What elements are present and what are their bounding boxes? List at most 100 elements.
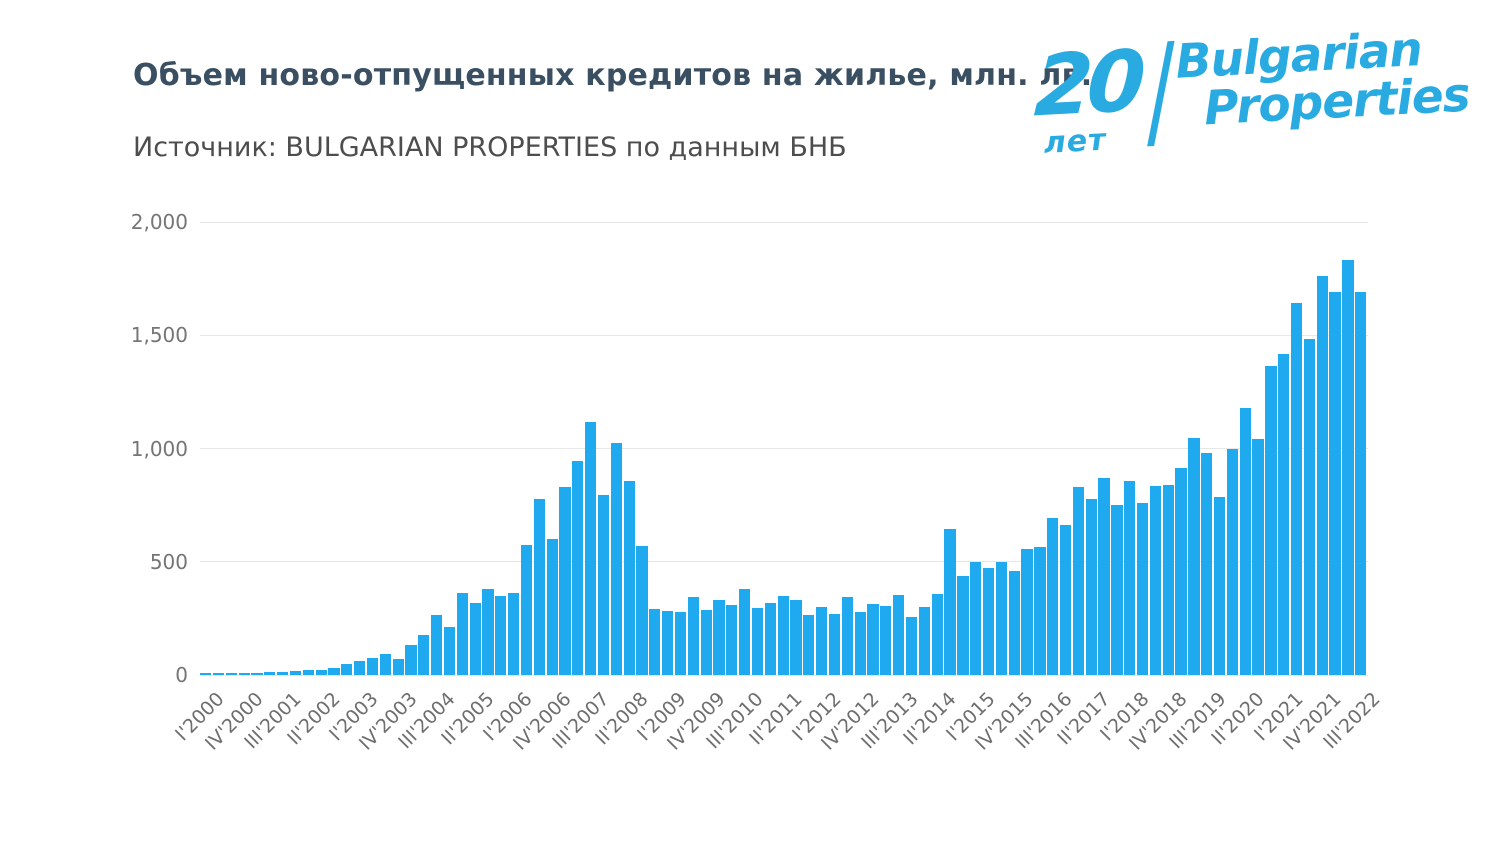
bar-III'2001[interactable] [277,672,289,675]
bar-I'2009[interactable] [662,611,674,675]
bar-III'2019[interactable] [1201,453,1213,675]
bar-III'2007[interactable] [585,422,597,675]
bar-II'2015[interactable] [982,568,995,675]
bar-IV'2007[interactable] [597,495,610,675]
bar-I'2016[interactable] [1021,549,1033,675]
bar-I'2019[interactable] [1175,468,1187,675]
bar-I'2003[interactable] [354,661,366,675]
bar-II'2007[interactable] [572,461,584,675]
chart-source-subtitle: Источник: BULGARIAN PROPERTIES по данным… [133,132,847,163]
bar-IV'2006[interactable] [546,539,558,675]
bar-I'2007[interactable] [559,487,571,675]
bar-I'2004[interactable] [405,645,417,675]
bar-II'2001[interactable] [264,672,276,675]
bar-I'2022[interactable] [1329,292,1341,675]
bar-III'2002[interactable] [328,668,340,675]
bar-III'2022[interactable] [1355,292,1367,675]
bar-III'2016[interactable] [1047,518,1059,675]
bar-IV'2013[interactable] [905,617,918,675]
bar-I'2002[interactable] [302,670,314,675]
bar-III'2018[interactable] [1149,486,1162,675]
bar-I'2006[interactable] [508,593,520,675]
bar-II'2012[interactable] [828,614,841,675]
bar-IV'2009[interactable] [700,610,712,675]
bar-II'2010[interactable] [726,605,738,675]
bar-II'2006[interactable] [520,545,533,675]
gridline-500 [200,561,1368,563]
bar-IV'2004[interactable] [443,627,456,675]
y-axis-label-1,000: 1,000 [130,436,188,461]
bar-IV'2001[interactable] [289,671,302,675]
bar-I'2018[interactable] [1124,481,1136,675]
bar-III'2013[interactable] [893,595,905,675]
bar-III'2003[interactable] [379,654,391,675]
bar-IV'2011[interactable] [803,615,815,675]
bar-IV'2012[interactable] [854,612,866,675]
bar-I'2014[interactable] [918,607,930,675]
bar-IV'2019[interactable] [1213,497,1226,675]
bar-III'2011[interactable] [790,600,802,675]
bar-I'2017[interactable] [1072,487,1085,675]
gridline-1,500 [200,334,1368,336]
bar-IV'2017[interactable] [1111,505,1123,675]
bar-I'2011[interactable] [764,603,776,675]
bar-II'2020[interactable] [1239,408,1251,675]
bar-III'2008[interactable] [636,546,648,675]
bar-IV'2010[interactable] [751,608,764,675]
bar-III'2015[interactable] [995,562,1007,675]
logo-divider [1147,40,1175,147]
bar-II'2016[interactable] [1034,547,1046,675]
bar-III'2006[interactable] [533,499,545,675]
bar-IV'2014[interactable] [957,576,969,675]
bar-II'2022[interactable] [1342,260,1354,675]
bar-II'2009[interactable] [674,612,687,675]
bar-II'2014[interactable] [931,594,943,675]
bar-II'2004[interactable] [418,635,430,675]
bar-I'2012[interactable] [816,607,828,675]
bar-IV'2008[interactable] [649,609,661,675]
bar-III'2012[interactable] [841,597,853,675]
bar-IV'2000[interactable] [238,673,250,675]
bar-II'2002[interactable] [315,670,327,675]
bar-II'2013[interactable] [880,606,892,675]
bar-II'2003[interactable] [366,658,379,675]
bar-III'2010[interactable] [739,589,751,675]
bar-I'2000[interactable] [200,673,212,675]
bar-IV'2020[interactable] [1265,366,1277,675]
bar-IV'2021[interactable] [1316,276,1328,675]
bar-I'2013[interactable] [867,604,879,675]
logo-years-label: лет [1042,122,1108,161]
bar-I'2005[interactable] [456,593,468,675]
bar-II'2005[interactable] [469,603,481,675]
bar-III'2005[interactable] [482,589,494,675]
bar-II'2021[interactable] [1290,303,1303,675]
bar-I'2008[interactable] [610,443,622,675]
y-axis-label-500: 500 [149,549,188,574]
bar-III'2004[interactable] [431,615,443,675]
bar-II'2017[interactable] [1085,499,1097,675]
bar-II'2011[interactable] [777,596,789,675]
bar-IV'2018[interactable] [1162,485,1174,675]
bar-III'2014[interactable] [944,529,956,675]
page-title: Объем ново-отпущенных кредитов на жилье,… [133,58,1093,93]
bar-IV'2003[interactable] [392,659,404,675]
bar-II'2008[interactable] [623,481,635,675]
bar-III'2009[interactable] [687,597,699,675]
bar-I'2001[interactable] [251,673,263,675]
bar-IV'2005[interactable] [495,596,507,675]
bar-III'2000[interactable] [225,673,237,675]
bar-II'2019[interactable] [1188,438,1200,675]
gridline-2,000 [200,221,1368,223]
bar-II'2018[interactable] [1136,503,1149,675]
bar-III'2020[interactable] [1252,439,1264,675]
bar-IV'2015[interactable] [1008,571,1020,675]
bar-IV'2016[interactable] [1059,525,1072,675]
bar-I'2010[interactable] [713,600,725,675]
bar-I'2020[interactable] [1226,449,1239,675]
bar-IV'2002[interactable] [341,664,353,675]
bar-II'2000[interactable] [212,673,225,675]
bar-III'2017[interactable] [1098,478,1110,675]
bar-III'2021[interactable] [1303,339,1316,675]
bar-I'2021[interactable] [1278,354,1290,675]
bar-I'2015[interactable] [970,562,982,675]
